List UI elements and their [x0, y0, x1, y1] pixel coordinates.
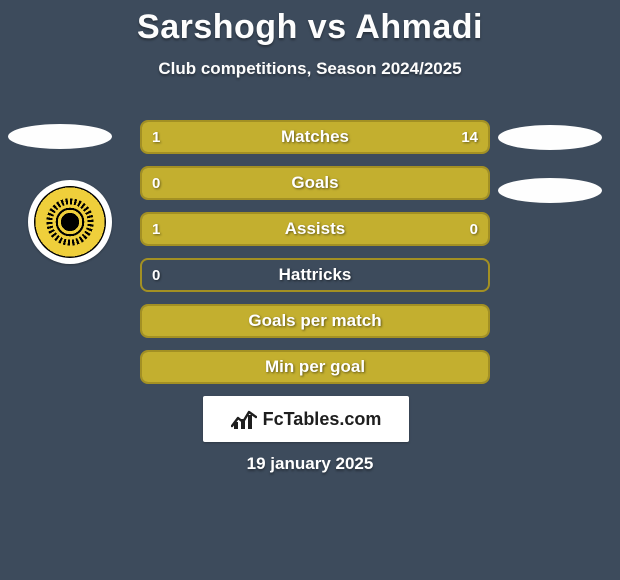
stat-row: Min per goal [140, 350, 490, 384]
stat-row: Matches1 14 [140, 120, 490, 154]
comparison-card: Sarshogh vs Ahmadi Club competitions, Se… [0, 0, 620, 580]
stat-label: Assists [142, 214, 488, 244]
stat-label: Goals [142, 168, 488, 198]
club-badge [28, 180, 112, 264]
stat-label: Min per goal [142, 352, 488, 382]
page-subtitle: Club competitions, Season 2024/2025 [0, 47, 620, 79]
club-badge-graphic [34, 186, 106, 258]
page-title: Sarshogh vs Ahmadi [0, 0, 620, 47]
date-text: 19 january 2025 [0, 454, 620, 474]
stat-row: Goals per match [140, 304, 490, 338]
stat-label: Hattricks [142, 260, 488, 290]
stat-row: Hattricks0 [140, 258, 490, 292]
stat-value-left: 1 [142, 122, 170, 152]
stat-value-left: 0 [142, 260, 170, 290]
player-ellipse-right [498, 125, 602, 150]
brand-box: FcTables.com [203, 396, 409, 442]
brand-chart-icon [231, 408, 257, 430]
stat-bars: Matches114Goals0Assists10Hattricks0Goals… [140, 120, 490, 396]
stat-row: Assists1 0 [140, 212, 490, 246]
player-ellipse-right-2 [498, 178, 602, 203]
stat-label: Goals per match [142, 306, 488, 336]
stat-value-left: 0 [142, 168, 170, 198]
brand-text: FcTables.com [263, 409, 382, 430]
stat-row: Goals0 [140, 166, 490, 200]
stat-value-right: 14 [451, 122, 488, 152]
stat-value-left: 1 [142, 214, 170, 244]
stat-label: Matches [142, 122, 488, 152]
player-ellipse-left [8, 124, 112, 149]
stat-value-right: 0 [460, 214, 488, 244]
